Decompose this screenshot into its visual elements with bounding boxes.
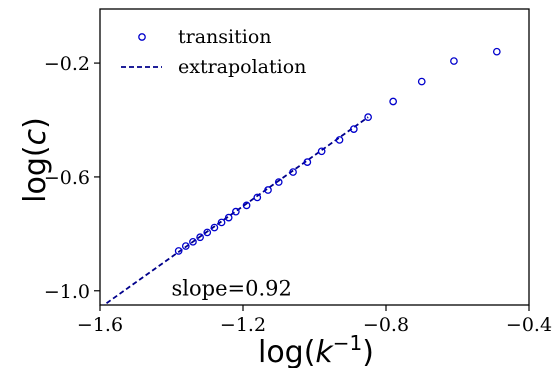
transition-point xyxy=(364,113,372,122)
x-tick-label: −1.6 xyxy=(77,314,123,336)
transition-point xyxy=(417,77,426,86)
y-tick-label: −1.0 xyxy=(44,281,90,303)
transition-point xyxy=(289,168,297,176)
legend-label-transition: transition xyxy=(178,26,272,48)
y-tick-label: −0.2 xyxy=(44,53,90,75)
transition-point xyxy=(210,223,219,232)
transition-point xyxy=(217,218,226,227)
legend-label-extrapolation: extrapolation xyxy=(178,56,306,78)
transition-point xyxy=(242,201,251,210)
transition-point xyxy=(189,237,197,246)
x-axis-title: log(k−1) xyxy=(258,331,374,368)
slope-annotation: slope=0.92 xyxy=(172,276,292,300)
x-tick-label: −1.2 xyxy=(220,314,266,336)
transition-point xyxy=(317,147,326,156)
transition-point xyxy=(174,247,183,255)
transition-point xyxy=(389,97,397,106)
transition-point xyxy=(253,193,262,202)
x-axis-ticks: −1.6 −1.2 −0.8 −0.4 xyxy=(77,305,552,336)
axes-frame xyxy=(99,8,530,306)
transition-point xyxy=(196,233,204,242)
transition-point xyxy=(232,207,240,216)
transition-point xyxy=(274,178,283,186)
y-axis-ticks: −1.0 −0.6 −0.2 xyxy=(44,53,100,303)
x-tick-label: −0.8 xyxy=(363,314,409,336)
legend-marker-transition xyxy=(138,33,146,41)
x-tick-label: −0.4 xyxy=(506,314,552,336)
plot-area: −1.6 −1.2 −0.8 −0.4 −1.0 −0.6 −0.2 xyxy=(44,8,552,336)
transition-point xyxy=(303,158,312,166)
legend: transition extrapolation xyxy=(121,26,306,78)
series-layer xyxy=(102,47,501,305)
transition-point xyxy=(264,186,272,194)
transition-point xyxy=(181,242,190,250)
y-tick-label: −0.6 xyxy=(44,167,90,189)
transition-point xyxy=(349,125,358,133)
transition-point xyxy=(224,213,233,222)
transition-point xyxy=(335,136,344,144)
transition-point xyxy=(203,228,212,237)
transition-point xyxy=(450,57,458,65)
transition-point xyxy=(492,47,501,56)
y-axis-title: log(c) xyxy=(18,117,53,203)
